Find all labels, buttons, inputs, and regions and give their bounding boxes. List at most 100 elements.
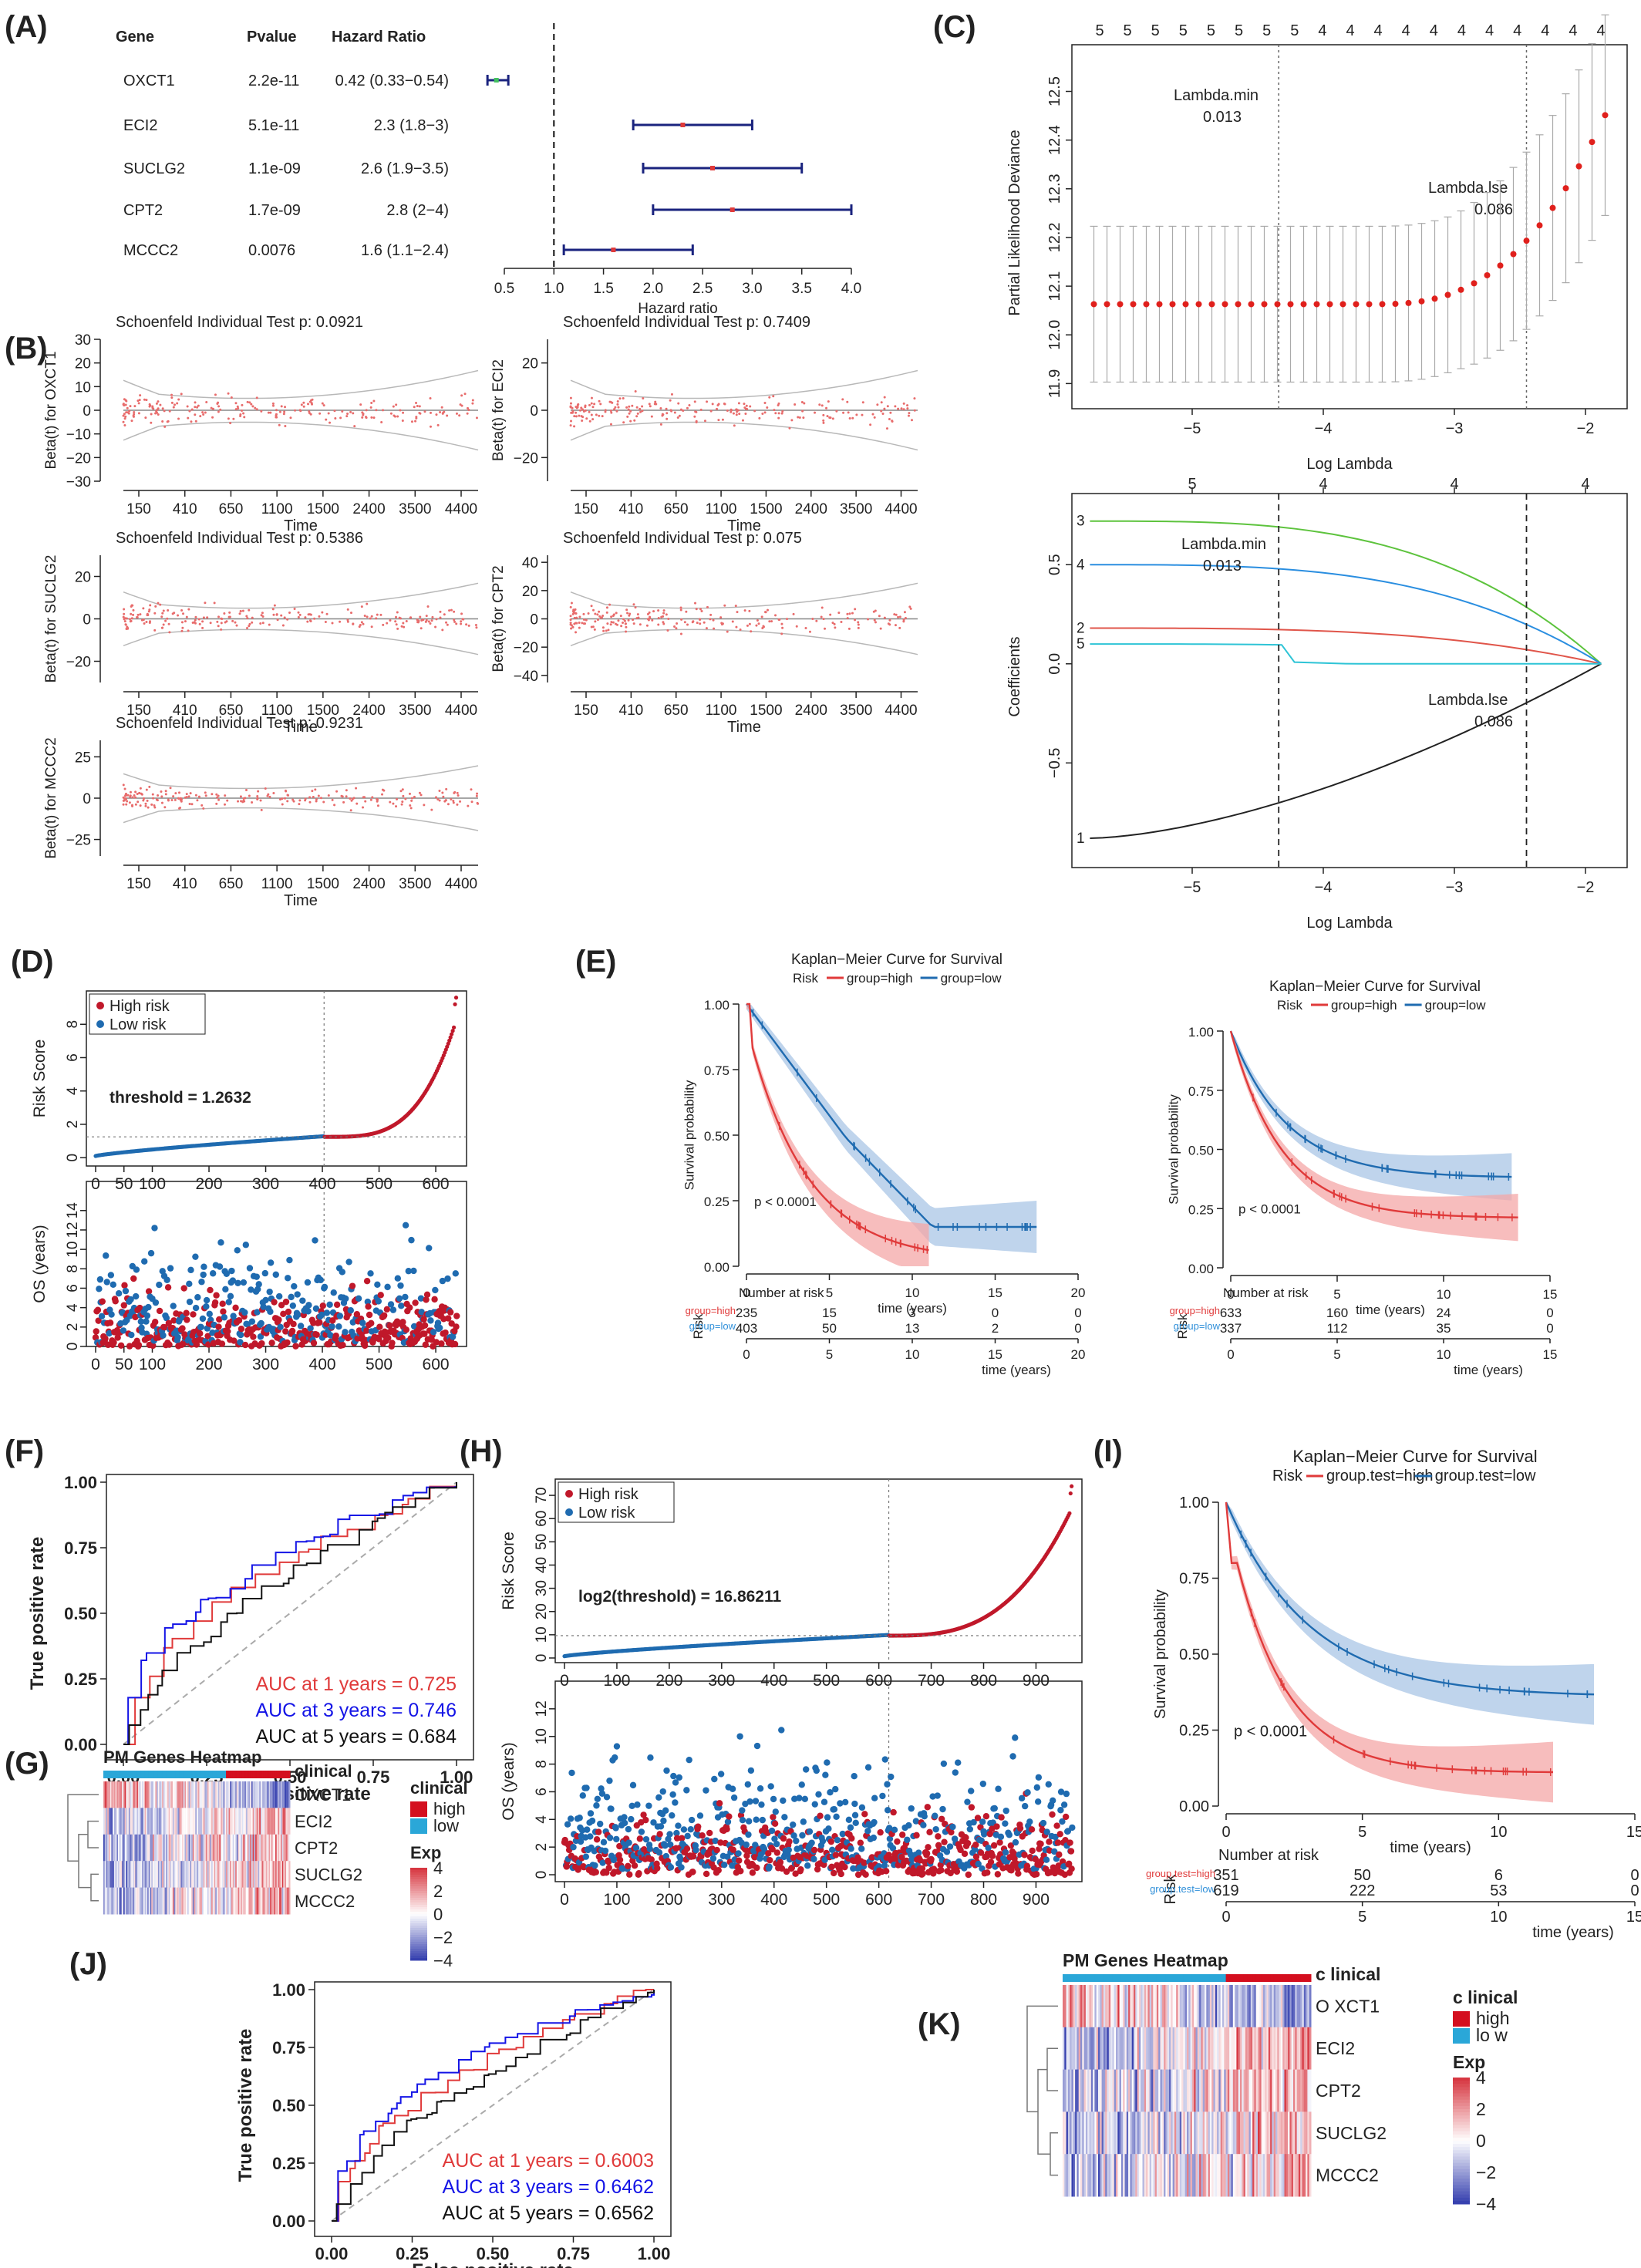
- heatmap-cell: [153, 1808, 156, 1835]
- residual-point: [626, 415, 629, 418]
- survival-point: [672, 1799, 679, 1806]
- survival-point: [724, 1853, 731, 1860]
- residual-point: [659, 406, 662, 409]
- heatmap-cell: [113, 1808, 115, 1835]
- residual-point: [226, 799, 229, 802]
- y-axis-label: Beta(t) for ECI2: [490, 359, 507, 461]
- residual-point: [898, 615, 901, 618]
- residual-point: [822, 413, 825, 416]
- residual-point: [275, 416, 278, 419]
- residual-point: [190, 803, 194, 806]
- residual-point: [298, 803, 301, 806]
- residual-point: [199, 415, 202, 418]
- heatmap-cell: [107, 1808, 110, 1835]
- survival-point: [211, 1299, 219, 1306]
- residual-point: [216, 796, 219, 799]
- clinical-bar-cell: [234, 1771, 236, 1778]
- survival-point: [780, 1797, 787, 1805]
- clinical-bar-cell: [285, 1771, 288, 1778]
- residual-point: [304, 616, 307, 619]
- survival-point: [785, 1846, 792, 1854]
- clinical-bar-cell: [231, 1771, 234, 1778]
- residual-point: [673, 625, 676, 629]
- residual-point: [130, 617, 133, 620]
- clinical-bar-cell: [227, 1771, 229, 1778]
- y-tick-label: 4: [534, 1815, 550, 1824]
- residual-point: [123, 787, 126, 790]
- residual-point: [366, 615, 369, 618]
- heatmap-cell: [234, 1781, 236, 1808]
- auc-label: AUC at 5 years = 0.684: [255, 1726, 457, 1747]
- x-tick-label: 0: [1227, 1347, 1234, 1362]
- residual-point: [578, 626, 581, 629]
- survival-point: [686, 1756, 692, 1764]
- residual-point: [571, 409, 575, 413]
- residual-point: [180, 629, 184, 632]
- residual-point: [308, 400, 312, 403]
- residual-point: [131, 796, 134, 799]
- residual-point: [869, 423, 872, 426]
- y-axis-label: Risk Score: [500, 1532, 517, 1610]
- residual-point: [833, 622, 836, 625]
- path-label: 4: [1077, 557, 1085, 573]
- survival-point: [912, 1818, 920, 1825]
- survival-point: [689, 1869, 696, 1875]
- survival-point: [595, 1828, 602, 1835]
- survival-point: [822, 1771, 829, 1778]
- residual-point: [416, 404, 419, 407]
- heatmap-cell: [152, 1781, 155, 1808]
- residual-point: [622, 397, 625, 400]
- survival-point: [982, 1813, 990, 1820]
- residual-point: [140, 618, 143, 622]
- residual-point: [908, 412, 911, 415]
- residual-point: [906, 407, 909, 410]
- residual-point: [324, 620, 327, 623]
- residual-point: [780, 622, 783, 625]
- survival-point: [1029, 1847, 1036, 1855]
- residual-point: [441, 629, 444, 632]
- x-tick-label: −5: [1184, 879, 1201, 896]
- heatmap-cell: [208, 1808, 211, 1835]
- residual-point: [327, 794, 330, 797]
- residual-point: [284, 425, 287, 428]
- residual-point: [284, 789, 287, 792]
- residual-point: [570, 420, 573, 423]
- y-tick-label: 4: [65, 1303, 81, 1312]
- residual-point: [815, 619, 818, 622]
- residual-point: [372, 416, 376, 420]
- residual-point: [327, 412, 330, 415]
- residual-point: [573, 609, 576, 612]
- survival-point: [143, 1312, 151, 1319]
- residual-point: [857, 623, 860, 626]
- residual-point: [453, 791, 456, 794]
- survival-point: [851, 1800, 858, 1808]
- y-tick-label: 0: [530, 403, 538, 420]
- legend-label: High risk: [110, 998, 170, 1015]
- residual-point: [608, 400, 612, 403]
- survival-point: [605, 1864, 612, 1872]
- confidence-band: [746, 1004, 1037, 1253]
- residual-point: [132, 613, 135, 616]
- residual-point: [235, 624, 238, 627]
- heatmap-cell: [228, 1808, 231, 1835]
- residual-point: [610, 615, 613, 618]
- forest-tick-label: 1.0: [544, 281, 564, 297]
- residual-point: [333, 804, 336, 807]
- survival-curve: [1229, 1030, 1518, 1218]
- residual-point: [591, 406, 595, 409]
- residual-point: [278, 423, 281, 426]
- survival-point: [184, 1316, 190, 1323]
- residual-point: [717, 403, 720, 406]
- survival-point: [290, 1320, 297, 1328]
- survival-point: [745, 1831, 752, 1838]
- residual-point: [617, 406, 620, 409]
- residual-point: [686, 406, 689, 409]
- survival-point: [1021, 1852, 1028, 1859]
- x-tick-label: 410: [619, 501, 644, 517]
- survival-point: [663, 1767, 670, 1774]
- residual-point: [211, 793, 214, 796]
- clinical-bar-cell: [143, 1771, 146, 1778]
- ci-band-lower: [123, 421, 479, 451]
- residual-point: [768, 620, 771, 623]
- residual-point: [886, 405, 889, 408]
